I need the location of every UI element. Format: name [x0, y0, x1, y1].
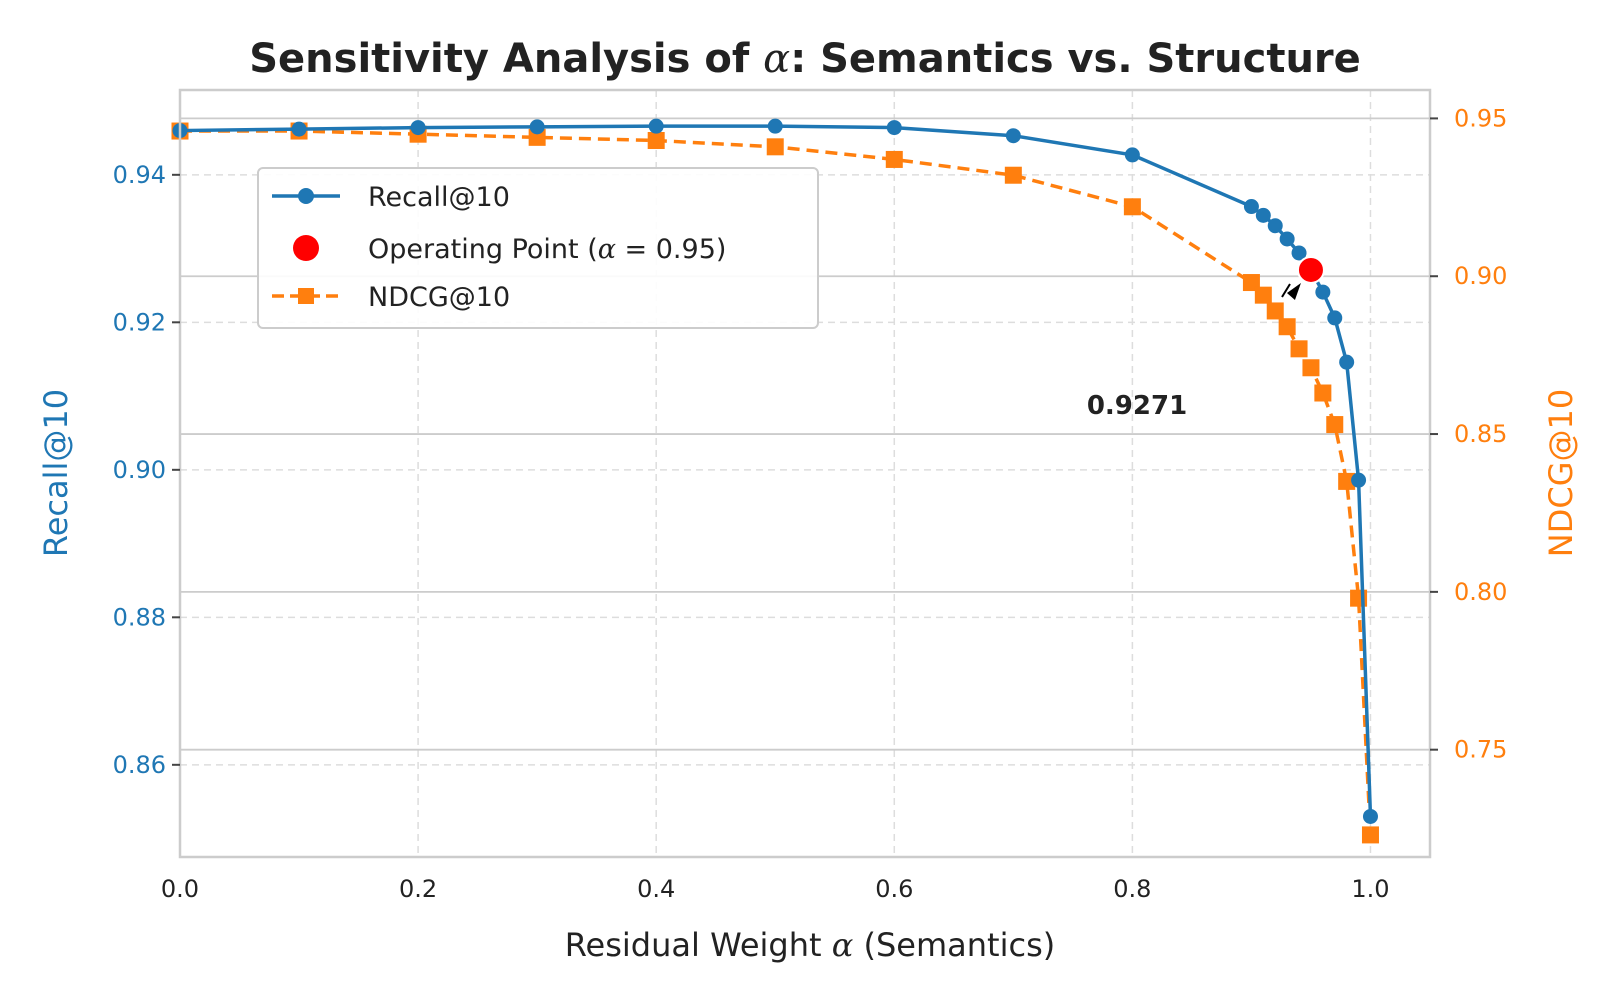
x-axis-label-alpha: α: [832, 926, 854, 964]
x-axis-label: Residual Weight α (Semantics): [565, 926, 1055, 964]
x-tick-label: 0.6: [875, 875, 913, 903]
x-axis-label-part-2: (Semantics): [853, 926, 1055, 964]
y-right-tick-label: 0.95: [1454, 104, 1507, 132]
plot-area-frame: [178, 88, 1432, 859]
legend-recall-marker: [298, 188, 314, 204]
y-right-tick-label: 0.85: [1454, 420, 1507, 448]
recall-data-point: [1339, 354, 1355, 370]
ndcg-data-point: [885, 150, 903, 168]
recall-data-point: [1362, 808, 1378, 824]
recall-data-point: [1267, 218, 1283, 234]
x-tick-label: 0.2: [399, 875, 437, 903]
series-layer: [171, 118, 1379, 844]
y-axis-right-label: NDCG@10: [1542, 389, 1580, 557]
annotation-arrow-shaft: [1281, 283, 1291, 298]
y-right-tick-label: 0.75: [1454, 736, 1507, 764]
ndcg-data-point: [1278, 318, 1296, 336]
legend-operating-point-alpha: α: [598, 234, 616, 265]
recall-data-point: [1255, 207, 1271, 223]
y-left-tick-label: 0.86: [113, 751, 166, 779]
ndcg-data-point: [1338, 472, 1356, 490]
legend-operating-point-part-2: = 0.95): [616, 234, 726, 265]
y-right-tick-label: 0.90: [1454, 262, 1507, 290]
legend-recall-label: Recall@10: [368, 182, 510, 213]
recall-data-point: [410, 120, 426, 136]
y-axis-left-label: Recall@10: [37, 389, 75, 557]
chart-title-alpha: α: [763, 36, 790, 82]
chart-title-part-1: Sensitivity Analysis of: [249, 36, 763, 82]
legend-operating-point-label: Operating Point (α = 0.95): [368, 234, 726, 265]
ndcg-data-point: [1254, 286, 1272, 304]
ndcg-data-point: [528, 128, 546, 146]
recall-data-point: [291, 121, 307, 137]
x-tick-label: 1.0: [1351, 875, 1389, 903]
recall-data-point: [886, 120, 902, 136]
recall-data-point: [1291, 245, 1307, 261]
recall-data-point: [1124, 147, 1140, 163]
chart-title-part-2: : Semantics vs. Structure: [790, 36, 1361, 82]
ndcg-data-point: [1326, 416, 1344, 434]
annotation-layer: 0.9271: [1087, 255, 1325, 421]
legend-ndcg-marker: [298, 288, 314, 304]
ndcg-data-point: [766, 138, 784, 156]
legend-frame: [257, 167, 819, 329]
ndcg-data-point: [1290, 340, 1308, 358]
chart-title: Sensitivity Analysis of α: Semantics vs.…: [249, 36, 1361, 82]
ndcg-data-point: [1361, 826, 1379, 844]
ndcg-data-point: [1123, 198, 1141, 216]
operating-point-marker: [1296, 255, 1325, 284]
ndcg-data-point: [647, 132, 665, 150]
legend: Recall@10 Operating Point (α = 0.95) NDC…: [257, 167, 819, 329]
x-axis-label-part-1: Residual Weight: [565, 926, 832, 964]
ndcg-data-point: [1266, 302, 1284, 320]
y-left-tick-label: 0.90: [113, 456, 166, 484]
x-tick-label: 0.8: [1113, 875, 1151, 903]
recall-data-point: [1279, 231, 1295, 247]
recall-data-point: [1315, 284, 1331, 300]
ndcg-data-point: [1302, 359, 1320, 377]
ticks-layer: 0.0 0.2 0.4 0.6 0.8 1.0 0.86 0.88 0.90 0.92 0.94 0.…: [113, 104, 1508, 903]
y-right-tick-label: 0.80: [1454, 578, 1507, 606]
x-tick-label: 0.0: [161, 875, 199, 903]
annotation-arrow-head: [1286, 282, 1301, 300]
recall-data-point: [1351, 472, 1367, 488]
recall-data-point: [1327, 310, 1343, 326]
recall-data-point: [1243, 199, 1259, 215]
y-left-tick-label: 0.88: [113, 603, 166, 631]
legend-ndcg-label: NDCG@10: [368, 282, 510, 313]
x-tick-label: 0.4: [637, 875, 675, 903]
y-left-tick-label: 0.92: [113, 308, 166, 336]
recall-data-point: [767, 118, 783, 134]
operating-point-annotation: 0.9271: [1087, 391, 1187, 421]
legend-operating-point-part-1: Operating Point (: [368, 234, 598, 265]
recall-data-point: [529, 119, 545, 135]
recall-data-point: [648, 118, 664, 134]
ndcg-data-point: [1004, 166, 1022, 184]
legend-operating-point-marker: [293, 235, 319, 261]
recall-data-point: [1005, 128, 1021, 144]
y-left-tick-label: 0.94: [113, 161, 166, 189]
ndcg-data-point: [1314, 384, 1332, 402]
